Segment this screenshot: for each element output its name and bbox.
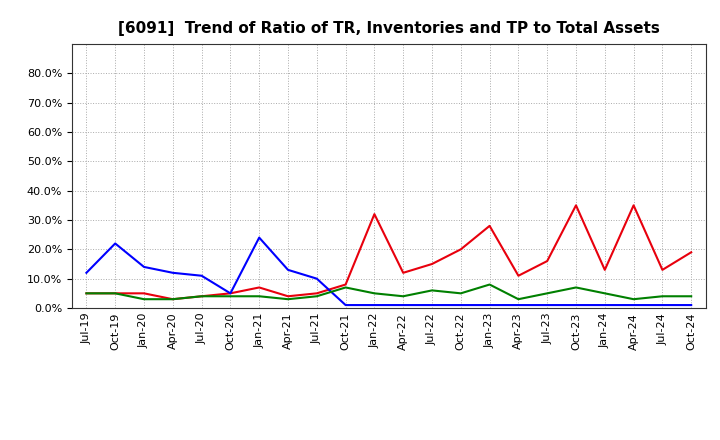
Trade Payables xyxy=(197,293,206,299)
Trade Receivables xyxy=(543,258,552,264)
Trade Receivables xyxy=(111,291,120,296)
Inventories xyxy=(140,264,148,270)
Trade Payables xyxy=(255,293,264,299)
Inventories xyxy=(514,302,523,308)
Line: Inventories: Inventories xyxy=(86,238,691,305)
Trade Payables xyxy=(341,285,350,290)
Inventories xyxy=(543,302,552,308)
Trade Payables xyxy=(600,291,609,296)
Trade Receivables xyxy=(82,291,91,296)
Inventories xyxy=(485,302,494,308)
Inventories xyxy=(226,291,235,296)
Trade Receivables xyxy=(600,267,609,272)
Trade Receivables xyxy=(341,282,350,287)
Inventories xyxy=(341,302,350,308)
Trade Receivables xyxy=(687,249,696,255)
Inventories xyxy=(658,302,667,308)
Trade Payables xyxy=(370,291,379,296)
Trade Payables xyxy=(514,297,523,302)
Trade Receivables xyxy=(572,203,580,208)
Inventories xyxy=(82,270,91,275)
Trade Receivables xyxy=(226,291,235,296)
Inventories xyxy=(456,302,465,308)
Trade Payables xyxy=(428,288,436,293)
Trade Payables xyxy=(629,297,638,302)
Trade Payables xyxy=(168,297,177,302)
Trade Payables xyxy=(226,293,235,299)
Trade Payables xyxy=(82,291,91,296)
Trade Payables xyxy=(572,285,580,290)
Inventories xyxy=(284,267,292,272)
Trade Receivables xyxy=(658,267,667,272)
Inventories xyxy=(197,273,206,279)
Trade Receivables xyxy=(255,285,264,290)
Inventories xyxy=(399,302,408,308)
Line: Trade Payables: Trade Payables xyxy=(86,285,691,299)
Trade Receivables xyxy=(168,297,177,302)
Trade Payables xyxy=(456,291,465,296)
Inventories xyxy=(370,302,379,308)
Trade Receivables xyxy=(399,270,408,275)
Trade Receivables xyxy=(485,223,494,228)
Trade Payables xyxy=(284,297,292,302)
Inventories xyxy=(312,276,321,281)
Trade Receivables xyxy=(370,212,379,217)
Trade Receivables xyxy=(284,293,292,299)
Inventories xyxy=(572,302,580,308)
Trade Payables xyxy=(543,291,552,296)
Trade Payables xyxy=(312,293,321,299)
Inventories xyxy=(111,241,120,246)
Trade Payables xyxy=(140,297,148,302)
Trade Receivables xyxy=(456,247,465,252)
Trade Payables xyxy=(111,291,120,296)
Inventories xyxy=(629,302,638,308)
Trade Receivables xyxy=(629,203,638,208)
Line: Trade Receivables: Trade Receivables xyxy=(86,205,691,299)
Trade Receivables xyxy=(197,293,206,299)
Inventories xyxy=(687,302,696,308)
Trade Receivables xyxy=(312,291,321,296)
Inventories xyxy=(255,235,264,240)
Trade Receivables xyxy=(514,273,523,279)
Title: [6091]  Trend of Ratio of TR, Inventories and TP to Total Assets: [6091] Trend of Ratio of TR, Inventories… xyxy=(118,21,660,36)
Trade Receivables xyxy=(140,291,148,296)
Trade Payables xyxy=(485,282,494,287)
Trade Receivables xyxy=(428,261,436,267)
Trade Payables xyxy=(399,293,408,299)
Trade Payables xyxy=(687,293,696,299)
Inventories xyxy=(600,302,609,308)
Trade Payables xyxy=(658,293,667,299)
Inventories xyxy=(168,270,177,275)
Inventories xyxy=(428,302,436,308)
